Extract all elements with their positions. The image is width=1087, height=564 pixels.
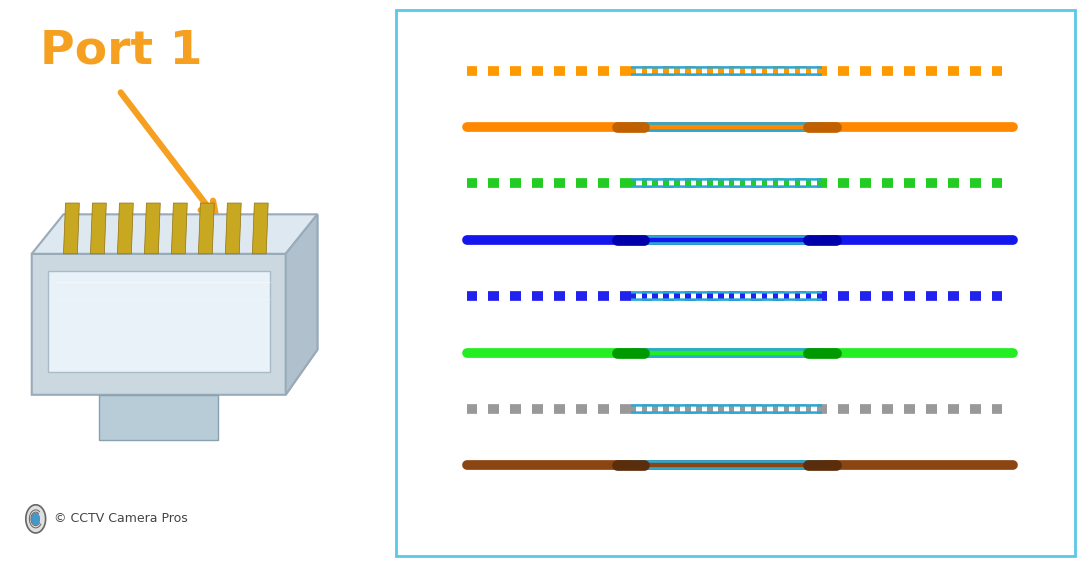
Text: 1: 1 [425, 60, 438, 81]
Polygon shape [225, 203, 241, 254]
Text: © CCTV Camera Pros: © CCTV Camera Pros [53, 512, 187, 526]
Text: 2: 2 [1041, 117, 1055, 137]
Polygon shape [32, 214, 317, 395]
Polygon shape [63, 203, 79, 254]
Text: 1: 1 [1041, 60, 1055, 81]
Polygon shape [26, 505, 46, 533]
Text: Straight-through wired cables: Straight-through wired cables [530, 496, 942, 525]
Text: 3: 3 [1041, 173, 1055, 193]
Polygon shape [198, 203, 214, 254]
Polygon shape [90, 203, 107, 254]
Polygon shape [286, 214, 317, 395]
Text: 2: 2 [425, 117, 438, 137]
Text: 8: 8 [425, 455, 438, 475]
Text: 6: 6 [425, 342, 438, 363]
Text: 6: 6 [1041, 342, 1055, 363]
Text: 5: 5 [1041, 286, 1055, 306]
Polygon shape [252, 203, 268, 254]
Text: 3: 3 [425, 173, 438, 193]
Polygon shape [117, 203, 134, 254]
Text: Port 1: Port 1 [39, 28, 202, 73]
Polygon shape [32, 214, 317, 254]
Text: 4: 4 [1041, 230, 1055, 250]
Polygon shape [99, 395, 218, 440]
Text: 4: 4 [425, 230, 438, 250]
Polygon shape [145, 203, 160, 254]
Polygon shape [32, 513, 39, 525]
Polygon shape [172, 203, 187, 254]
Text: 8: 8 [1041, 455, 1055, 475]
Text: 7: 7 [1041, 399, 1055, 419]
Text: 7: 7 [425, 399, 438, 419]
Text: 5: 5 [425, 286, 438, 306]
Polygon shape [48, 271, 270, 372]
